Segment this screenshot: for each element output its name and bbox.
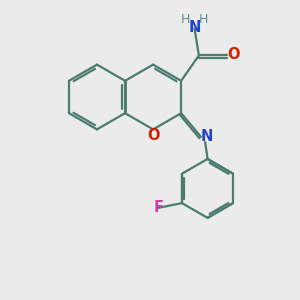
Text: F: F	[154, 200, 164, 215]
Text: O: O	[147, 128, 160, 143]
Text: N: N	[200, 129, 212, 144]
Text: H: H	[180, 13, 190, 26]
Text: H: H	[199, 13, 208, 26]
Text: N: N	[188, 20, 201, 35]
Text: O: O	[227, 47, 240, 62]
